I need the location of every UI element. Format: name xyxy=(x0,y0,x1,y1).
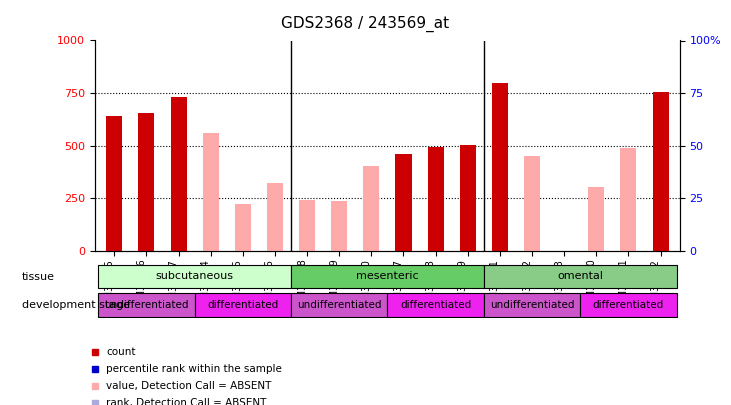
FancyBboxPatch shape xyxy=(291,293,387,317)
Bar xyxy=(106,116,122,251)
Bar xyxy=(395,154,412,251)
Bar xyxy=(492,83,508,251)
Bar xyxy=(621,148,637,251)
Text: undifferentiated: undifferentiated xyxy=(297,300,382,310)
Text: GDS2368 / 243569_at: GDS2368 / 243569_at xyxy=(281,16,450,32)
Text: undifferentiated: undifferentiated xyxy=(490,300,575,310)
Text: count: count xyxy=(106,347,135,357)
Text: subcutaneous: subcutaneous xyxy=(156,271,234,281)
Bar xyxy=(138,113,154,251)
Bar xyxy=(331,200,347,251)
Bar xyxy=(363,166,379,251)
Text: mesenteric: mesenteric xyxy=(356,271,419,281)
FancyBboxPatch shape xyxy=(194,293,291,317)
Text: development stage: development stage xyxy=(22,300,130,310)
FancyBboxPatch shape xyxy=(291,264,484,288)
Bar xyxy=(267,183,283,251)
FancyBboxPatch shape xyxy=(98,264,291,288)
FancyBboxPatch shape xyxy=(484,293,580,317)
Bar xyxy=(653,92,669,251)
Text: differentiated: differentiated xyxy=(593,300,664,310)
Text: value, Detection Call = ABSENT: value, Detection Call = ABSENT xyxy=(106,382,271,391)
Bar xyxy=(235,204,251,251)
Bar xyxy=(202,133,219,251)
FancyBboxPatch shape xyxy=(387,293,484,317)
Text: differentiated: differentiated xyxy=(207,300,279,310)
Bar xyxy=(299,200,315,251)
Text: undifferentiated: undifferentiated xyxy=(105,300,189,310)
Text: differentiated: differentiated xyxy=(400,300,471,310)
FancyBboxPatch shape xyxy=(98,293,194,317)
Text: percentile rank within the sample: percentile rank within the sample xyxy=(106,364,282,374)
FancyBboxPatch shape xyxy=(580,293,677,317)
Text: rank, Detection Call = ABSENT: rank, Detection Call = ABSENT xyxy=(106,399,266,405)
Bar xyxy=(460,145,476,251)
FancyBboxPatch shape xyxy=(484,264,677,288)
Bar xyxy=(170,97,186,251)
Bar xyxy=(588,187,605,251)
Bar xyxy=(524,156,540,251)
Text: tissue: tissue xyxy=(22,272,55,281)
Text: omental: omental xyxy=(557,271,603,281)
Bar xyxy=(428,147,444,251)
